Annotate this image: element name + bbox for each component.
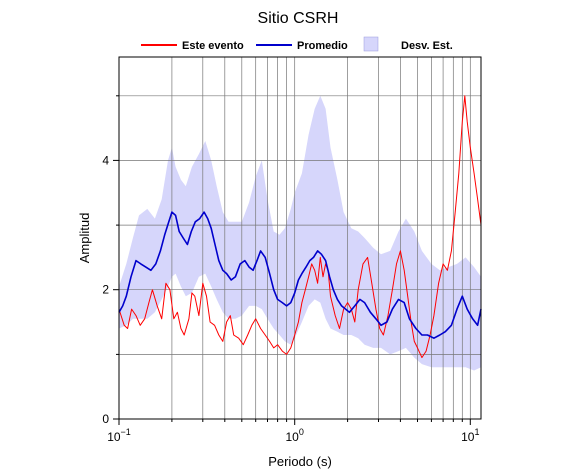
chart-title: Sitio CSRH (258, 10, 339, 27)
legend-label-este-evento: Este evento (182, 40, 244, 52)
legend-label-desv-est: Desv. Est. (401, 40, 453, 52)
legend-label-promedio: Promedio (297, 40, 348, 52)
y-tick-label: 4 (102, 153, 109, 167)
series-line-este-evento (118, 95, 482, 359)
grid-layer (119, 57, 481, 419)
y-tick-label: 2 (102, 283, 109, 297)
chart-legend: Este evento Promedio Desv. Est. (141, 36, 453, 52)
y-tick-label: 0 (102, 412, 109, 426)
series-area-desv-est (119, 95, 481, 371)
series-line-promedio (118, 211, 482, 340)
x-tick-label: 10−1 (107, 427, 131, 444)
x-tick-label: 101 (461, 427, 479, 444)
tick-layer: 10−1 100 101 0 2 4 (102, 95, 479, 444)
series-layer (118, 95, 482, 359)
x-tick-label: 100 (286, 427, 304, 444)
plot-area (118, 56, 482, 420)
plot-frame (118, 56, 482, 420)
legend-swatch-desv-est (363, 36, 379, 52)
std-band-layer (119, 95, 481, 371)
x-axis-label: Periodo (s) (268, 454, 332, 469)
y-axis-label: Amplitud (77, 213, 92, 264)
